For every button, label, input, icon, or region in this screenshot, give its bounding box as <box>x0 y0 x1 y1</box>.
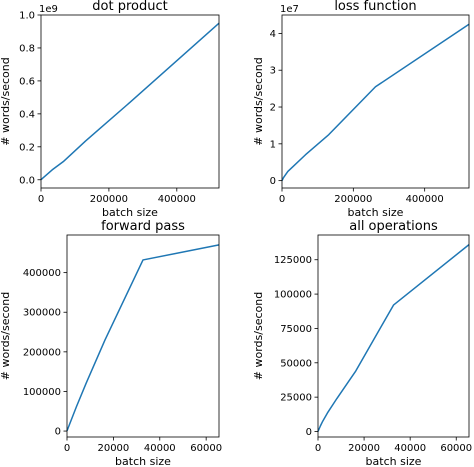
y-tick-label: 2 <box>270 103 276 114</box>
x-axis-label: batch size <box>366 455 422 467</box>
y-tick-label: 0.4 <box>19 109 35 120</box>
y-tick-label: 1.0 <box>19 11 35 22</box>
x-tick-label: 20000 <box>97 443 129 454</box>
x-axis-label: batch size <box>348 206 404 219</box>
x-tick-label: 60000 <box>190 443 222 454</box>
x-tick-label: 0 <box>279 194 285 205</box>
chart-title: dot product <box>92 0 167 14</box>
y-tick-label: 0 <box>306 427 312 438</box>
y-tick-label: 1 <box>270 139 276 150</box>
x-axis-label: batch size <box>102 206 158 219</box>
x-tick-label: 400000 <box>406 194 444 205</box>
x-tick-label: 40000 <box>144 443 176 454</box>
x-tick-label: 60000 <box>440 443 472 454</box>
y-tick-label: 100000 <box>274 290 312 301</box>
x-tick-label: 200000 <box>90 194 128 205</box>
y-axis-label: # words/second <box>0 57 12 145</box>
chart-panel-4: all operations 0 20000 40000 60000 0 25000 5000… <box>252 219 472 467</box>
x-tick-label: 0 <box>315 443 321 454</box>
axis-offset-text: 1e7 <box>280 4 299 15</box>
y-tick-label: 300000 <box>23 308 61 319</box>
x-tick-label: 200000 <box>334 194 372 205</box>
y-axis-label: # words/second <box>0 292 12 380</box>
y-tick-label: 400000 <box>23 268 61 279</box>
y-axis-label: # words/second <box>252 57 265 145</box>
series-line <box>281 23 470 181</box>
x-tick-label: 0 <box>38 194 44 205</box>
chart-title: loss function <box>334 0 416 14</box>
x-tick-label: 40000 <box>394 443 426 454</box>
x-tick-label: 20000 <box>348 443 380 454</box>
y-tick-label: 125000 <box>274 255 312 266</box>
y-tick-label: 0.6 <box>19 76 35 87</box>
y-tick-label: 0 <box>55 427 61 438</box>
x-axis-label: batch size <box>115 455 171 467</box>
chart-panel-1: dot product 0 200000 400000 0.0 0.2 0.4 0.6 0.8 1… <box>0 0 220 219</box>
y-tick-label: 0.8 <box>19 43 35 54</box>
plot-frame <box>40 14 220 189</box>
chart-title: forward pass <box>101 219 185 234</box>
axis-offset-text: 1e9 <box>39 4 58 15</box>
plot-frame <box>281 14 470 189</box>
y-tick-label: 200000 <box>23 347 61 358</box>
series-line <box>317 244 470 432</box>
y-axis-label: # words/second <box>252 292 265 380</box>
y-tick-label: 4 <box>270 29 276 40</box>
y-tick-label: 0.2 <box>19 142 35 153</box>
y-tick-label: 50000 <box>280 358 312 369</box>
y-tick-label: 3 <box>270 66 276 77</box>
y-tick-label: 100000 <box>23 387 61 398</box>
y-tick-label: 75000 <box>280 324 312 335</box>
plot-frame <box>317 234 470 438</box>
y-tick-label: 25000 <box>280 393 312 404</box>
chart-panel-2: loss function 0 200000 400000 0 1 2 3 4 batch siz… <box>252 0 470 219</box>
plot-frame <box>66 234 220 438</box>
chart-panel-3: forward pass 0 20000 40000 60000 0 100000 20000… <box>0 219 222 467</box>
x-tick-label: 400000 <box>158 194 196 205</box>
series-line <box>66 244 220 432</box>
x-tick-label: 0 <box>64 443 70 454</box>
y-tick-label: 0 <box>270 176 276 187</box>
y-tick-label: 0.0 <box>19 175 35 186</box>
chart-title: all operations <box>349 219 438 234</box>
series-line <box>40 22 220 181</box>
